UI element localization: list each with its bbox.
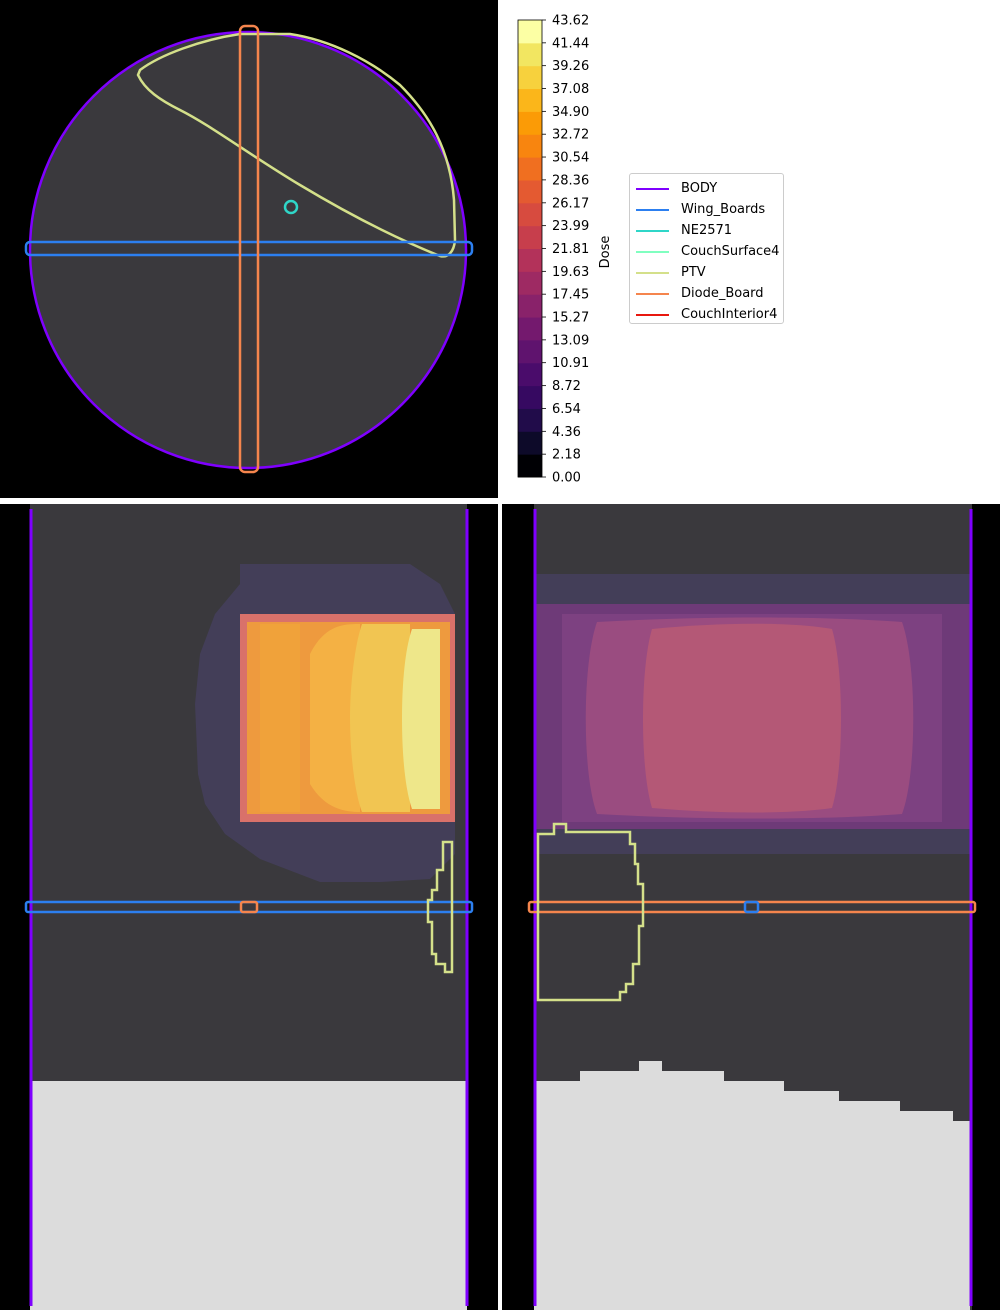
axial-ptv-contour — [136, 32, 457, 258]
legend-swatch — [636, 229, 669, 232]
legend-entry-0: BODY — [630, 178, 783, 199]
colorbar-level-17 — [518, 65, 542, 90]
sagittal-wing-boards-contour — [743, 900, 760, 914]
legend-label: BODY — [681, 181, 718, 196]
colorbar-level-6 — [518, 317, 542, 341]
legend-label: Diode_Board — [681, 286, 764, 301]
coronal-svg — [0, 504, 498, 1310]
legend-label: CouchSurface4 — [681, 244, 780, 259]
structure-legend: BODY Wing_Boards NE2571 CouchSurface4 PTV Dio… — [629, 173, 784, 324]
colorbar-tick-label-12: 26.17 — [552, 196, 589, 211]
axial-body-contour — [28, 30, 468, 470]
colorbar-tick-label-9: 19.63 — [552, 265, 589, 280]
legend-label: Wing_Boards — [681, 202, 766, 217]
coronal-ptv-contour — [426, 840, 454, 974]
legend-entry-3: CouchSurface4 — [630, 241, 783, 262]
colorbar-tick-label-1: 2.18 — [552, 448, 581, 463]
coronal-dose-band-1 — [260, 624, 300, 812]
colorbar-level-10 — [518, 225, 542, 249]
colorbar-level-4 — [518, 362, 542, 387]
legend-swatch — [636, 313, 669, 316]
colorbar-tick-label-18: 39.26 — [552, 59, 589, 74]
colorbar-tick-label-11: 23.99 — [552, 219, 589, 234]
colorbar-level-7 — [518, 294, 542, 318]
colorbar-tick-label-5: 10.91 — [552, 356, 589, 371]
axial-ne2571-contour — [283, 199, 299, 215]
colorbar-svg: 0.00 2.18 4.36 6.54 8.72 10.91 13.09 15.27 17.45… — [517, 14, 613, 486]
axial-view — [0, 0, 498, 498]
dose-colorbar: 0.00 2.18 4.36 6.54 8.72 10.91 13.09 15.27 17.45… — [510, 10, 620, 486]
coronal-view — [0, 504, 498, 1310]
sagittal-view — [502, 504, 1000, 1310]
sagittal-svg — [502, 504, 1000, 1310]
colorbar-tick-label-15: 32.72 — [552, 128, 589, 143]
colorbar-tick-label-13: 28.36 — [552, 173, 589, 188]
legend-entry-2: NE2571 — [630, 220, 783, 241]
colorbar-level-19 — [518, 20, 542, 44]
legend-entry-1: Wing_Boards — [630, 199, 783, 220]
colorbar-tick-label-4: 8.72 — [552, 379, 581, 394]
legend-swatch — [636, 292, 669, 295]
colorbar-level-0 — [518, 454, 542, 478]
axial-svg — [0, 0, 498, 498]
legend-swatch — [636, 208, 669, 211]
colorbar-tick-label-17: 37.08 — [552, 82, 589, 97]
colorbar-tick-label-3: 6.54 — [552, 402, 581, 417]
coronal-dose-band-2 — [310, 624, 360, 812]
colorbar-tick-label-8: 17.45 — [552, 288, 589, 303]
axial-wing-boards-contour — [24, 240, 474, 257]
colorbar-tick-label-0: 0.00 — [552, 471, 581, 486]
coronal-diode-board-contour — [239, 900, 259, 914]
sagittal-ptv-contour — [536, 822, 645, 1002]
legend-label: NE2571 — [681, 223, 733, 238]
coronal-dose-band-3 — [350, 624, 410, 812]
coronal-couch — [30, 1081, 467, 1310]
colorbar-tick-label-2: 4.36 — [552, 425, 581, 440]
colorbar-level-2 — [518, 408, 542, 432]
legend-label: CouchInterior4 — [681, 307, 778, 322]
colorbar-level-1 — [518, 431, 542, 455]
colorbar-tick-label-19: 41.44 — [552, 36, 589, 51]
colorbar-level-8 — [518, 271, 542, 295]
colorbar-level-14 — [518, 134, 542, 158]
colorbar-level-16 — [518, 88, 542, 112]
colorbar-level-3 — [518, 385, 542, 409]
colorbar-level-15 — [518, 111, 542, 135]
colorbar-tick-label-7: 15.27 — [552, 311, 589, 326]
axial-diode-board-contour — [238, 24, 260, 474]
sagittal-dose-band-3 — [643, 623, 841, 813]
legend-swatch — [636, 250, 669, 253]
sagittal-couch — [534, 1061, 970, 1310]
legend-label: PTV — [681, 265, 706, 280]
colorbar-tick-label-6: 13.09 — [552, 333, 589, 348]
legend-swatch — [636, 187, 669, 190]
legend-entry-4: PTV — [630, 262, 783, 283]
legend-swatch — [636, 271, 669, 274]
colorbar-level-12 — [518, 179, 542, 204]
colorbar-level-9 — [518, 248, 542, 272]
colorbar-level-11 — [518, 202, 542, 227]
legend-entry-6: CouchInterior4 — [630, 304, 783, 325]
colorbar-label: Dose — [598, 236, 613, 269]
colorbar-level-5 — [518, 339, 542, 364]
coronal-dose-band-4 — [402, 629, 440, 809]
colorbar-tick-label-14: 30.54 — [552, 151, 589, 166]
axial-tissue — [30, 32, 466, 468]
colorbar-tick-label-16: 34.90 — [552, 105, 589, 120]
legend-entry-5: Diode_Board — [630, 283, 783, 304]
colorbar-level-18 — [518, 42, 542, 67]
colorbar-level-13 — [518, 157, 542, 181]
colorbar-tick-label-10: 21.81 — [552, 242, 589, 257]
colorbar-tick-label-20: 43.62 — [552, 14, 589, 29]
